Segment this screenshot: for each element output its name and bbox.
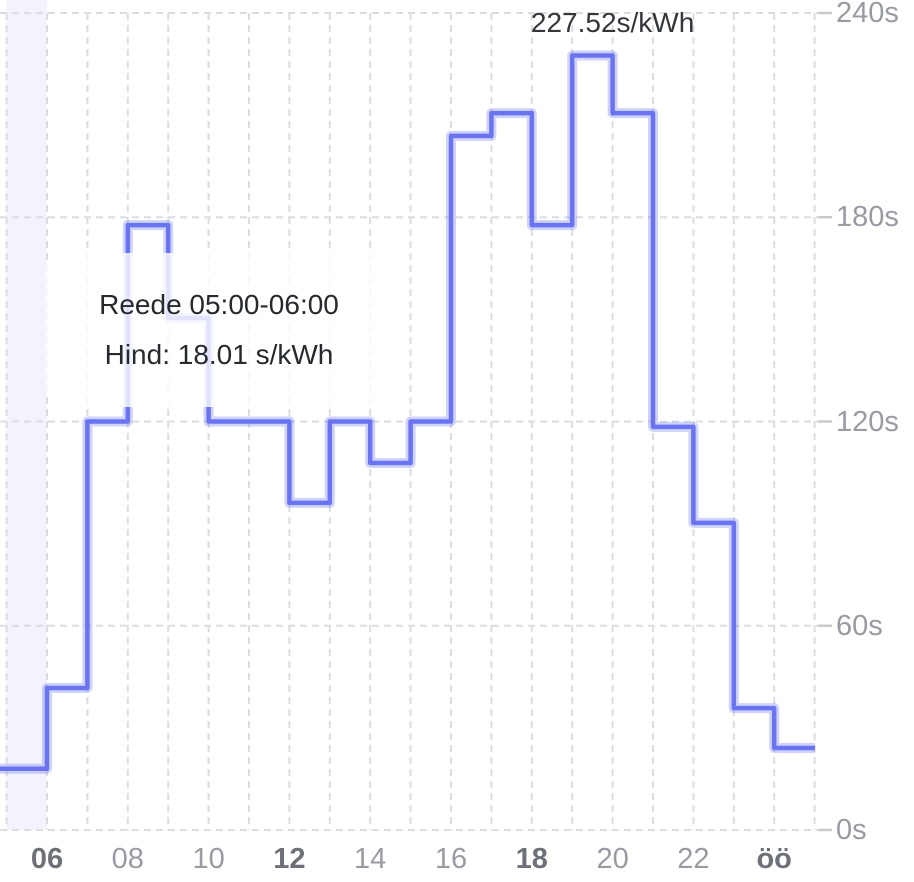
x-tick-label-22: 22: [677, 843, 710, 875]
x-tick-label-06: 06: [30, 843, 64, 875]
tooltip: Reede 05:00-06:00 Hind: 18.01 s/kWh: [46, 253, 392, 407]
tooltip-price: Hind: 18.01 s/kWh: [104, 339, 334, 370]
y-tick-label-0s: 0s: [836, 814, 867, 846]
tooltip-day-time: Reede 05:00-06:00: [99, 289, 339, 320]
x-tick-label-20: 20: [596, 843, 629, 875]
y-tick-label-180s: 180s: [836, 201, 899, 234]
x-tick-label-18: 18: [515, 843, 548, 875]
x-tick-label-16: 16: [434, 843, 468, 875]
x-tick-label-öö: öö: [756, 843, 792, 875]
price-step-line: [0, 53, 815, 771]
highlighted-hour-band: [6, 0, 48, 830]
y-tick-label-120s: 120s: [836, 405, 899, 438]
y-tick-label-60s: 60s: [836, 609, 883, 642]
x-tick-label-08: 08: [111, 843, 144, 875]
max-price-label: 227.52s/kWh: [530, 7, 695, 38]
x-tick-label-10: 10: [192, 843, 225, 875]
x-tick-label-14: 14: [354, 843, 387, 875]
y-tick-label-240s: 240s: [836, 0, 899, 29]
x-tick-label-12: 12: [273, 843, 306, 875]
